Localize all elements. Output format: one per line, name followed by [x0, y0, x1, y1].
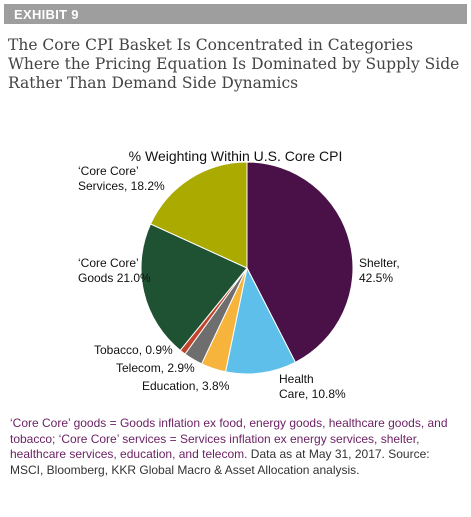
label-core-core-services: ‘Core Core’ Services, 18.2% [78, 164, 165, 194]
headline: The Core CPI Basket Is Concentrated in C… [8, 36, 468, 93]
label-line: ‘Core Core’ [78, 256, 139, 270]
label-line: Education, 3.8% [142, 379, 230, 393]
label-line: Health [279, 372, 314, 386]
label-shelter: Shelter, 42.5% [359, 256, 400, 286]
label-core-core-goods: ‘Core Core’ Goods 21.0% [78, 256, 151, 286]
label-line: ‘Core Core’ [78, 164, 139, 178]
pie-slice-health-care [224, 266, 297, 375]
pie-slice-core-core-goods [140, 223, 248, 352]
label-tobacco: Tobacco, 0.9% [94, 343, 173, 358]
headline-line: Where the Pricing Equation Is Dominated … [8, 55, 460, 73]
exhibit-bar: EXHIBIT 9 [4, 4, 467, 24]
footnote-definitions: ‘Core Core’ goods = Goods inflation ex f… [10, 416, 448, 461]
label-line: Telecom, 2.9% [116, 361, 195, 375]
label-line: Shelter, [359, 256, 400, 270]
label-line: Services, 18.2% [78, 179, 165, 193]
label-line: Goods 21.0% [78, 271, 151, 285]
label-line: Care, 10.8% [279, 387, 346, 401]
label-line: 42.5% [359, 271, 394, 285]
label-health-care: Health Care, 10.8% [279, 372, 346, 402]
headline-line: Rather Than Demand Side Dynamics [8, 74, 299, 92]
footnote-source: Data as at May 31, 2017. Source: MSCI, B… [10, 447, 430, 477]
label-education: Education, 3.8% [142, 379, 229, 394]
pie-slice-shelter [246, 161, 354, 363]
label-telecom: Telecom, 2.9% [116, 361, 195, 376]
footnote: ‘Core Core’ goods = Goods inflation ex f… [10, 416, 462, 478]
exhibit-label: EXHIBIT 9 [14, 7, 79, 22]
label-line: Tobacco, 0.9% [94, 343, 173, 357]
headline-line: The Core CPI Basket Is Concentrated in C… [8, 36, 414, 54]
pie-slice-core-core-services [149, 161, 248, 269]
chart-title: % Weighting Within U.S. Core CPI [128, 148, 343, 164]
